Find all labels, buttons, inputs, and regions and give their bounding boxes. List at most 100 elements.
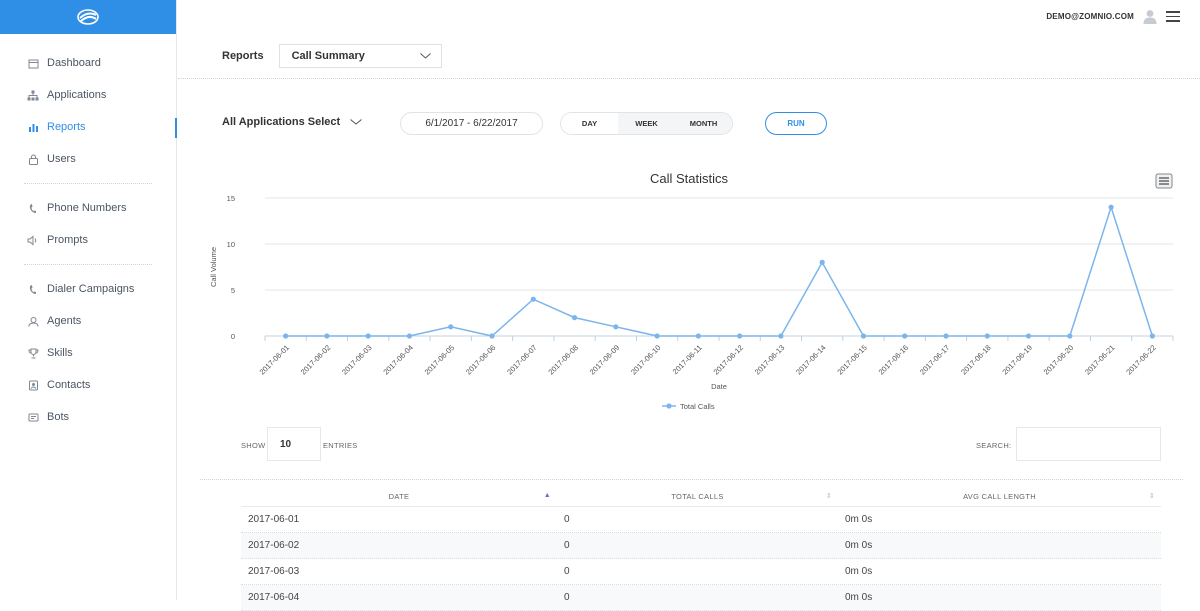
sidebar-item-label: Phone Numbers xyxy=(47,202,127,214)
sidebar-item-label: Prompts xyxy=(47,234,88,246)
x-tick-label: 2017-06-11 xyxy=(671,343,704,376)
y-tick-label: 5 xyxy=(231,286,235,295)
period-week-button[interactable]: WEEK xyxy=(618,113,675,134)
x-tick-label: 2017-06-07 xyxy=(505,343,538,376)
period-month-button[interactable]: MONTH xyxy=(675,113,732,134)
column-header-date[interactable]: DATE ▲ xyxy=(241,486,557,506)
x-tick-label: 2017-06-18 xyxy=(959,343,992,376)
trophy-icon xyxy=(27,347,39,359)
x-tick-label: 2017-06-14 xyxy=(794,343,827,376)
y-tick-label: 0 xyxy=(231,332,235,341)
zomnio-logo-icon[interactable] xyxy=(77,9,99,25)
sidebar-item-users[interactable]: Users xyxy=(0,143,176,175)
sidebar-item-label: Bots xyxy=(47,411,69,423)
applications-select[interactable]: All Applications Select xyxy=(222,116,362,128)
sidebar-item-phone-numbers[interactable]: Phone Numbers xyxy=(0,192,176,224)
table-cell: 2017-06-01 xyxy=(241,514,557,525)
period-toggle-group: DAY WEEK MONTH xyxy=(560,112,733,135)
phone-icon xyxy=(27,202,39,214)
sidebar-item-agents[interactable]: Agents xyxy=(0,305,176,337)
user-avatar-icon[interactable] xyxy=(1142,8,1158,24)
data-point xyxy=(366,333,371,338)
x-tick-label: 2017-06-15 xyxy=(835,343,868,376)
sidebar-divider xyxy=(24,183,152,184)
column-header-label: AVG CALL LENGTH xyxy=(963,492,1036,501)
table-cell: 0m 0s xyxy=(838,566,1161,577)
y-axis-label: Call Volume xyxy=(209,247,218,287)
x-tick-label: 2017-06-03 xyxy=(340,343,373,376)
sidebar-item-dashboard[interactable]: Dashboard xyxy=(0,47,176,79)
phone-icon xyxy=(27,283,39,295)
data-point xyxy=(531,297,536,302)
search-input[interactable] xyxy=(1016,427,1161,461)
table-cell: 0 xyxy=(557,592,838,603)
chevron-down-icon xyxy=(420,53,431,59)
period-day-button[interactable]: DAY xyxy=(561,113,618,134)
sidebar-item-prompts[interactable]: Prompts xyxy=(0,224,176,256)
entries-select[interactable]: 10 xyxy=(267,427,321,461)
chevron-down-icon xyxy=(350,119,362,125)
sidebar-divider xyxy=(24,264,152,265)
sitemap-icon xyxy=(27,89,39,101)
bar-chart-icon xyxy=(27,121,39,133)
x-tick-label: 2017-06-04 xyxy=(381,343,414,376)
bot-icon xyxy=(27,411,39,423)
divider xyxy=(178,78,1200,79)
column-header-label: DATE xyxy=(389,492,410,501)
sidebar-item-contacts[interactable]: Contacts xyxy=(0,369,176,401)
sidebar-item-bots[interactable]: Bots xyxy=(0,401,176,433)
hamburger-menu-icon[interactable] xyxy=(1166,11,1180,22)
column-header-total-calls[interactable]: TOTAL CALLS ⇕ xyxy=(557,486,838,506)
logo-bar xyxy=(0,0,176,34)
sidebar-item-label: Applications xyxy=(47,89,106,101)
data-point xyxy=(737,333,742,338)
filter-row: All Applications Select 6/1/2017 - 6/22/… xyxy=(222,112,982,136)
chart-menu-icon[interactable] xyxy=(1156,174,1172,188)
data-point xyxy=(448,324,453,329)
headset-icon xyxy=(27,315,39,327)
table-cell: 0m 0s xyxy=(838,514,1161,525)
sidebar-item-skills[interactable]: Skills xyxy=(0,337,176,369)
user-email[interactable]: DEMO@ZOMNIO.COM xyxy=(1046,12,1134,21)
y-tick-label: 10 xyxy=(227,240,235,249)
data-point xyxy=(820,260,825,265)
column-header-avg-call-length[interactable]: AVG CALL LENGTH ⇕ xyxy=(838,486,1161,506)
data-point xyxy=(1150,333,1155,338)
sidebar-item-dialer-campaigns[interactable]: Dialer Campaigns xyxy=(0,273,176,305)
report-selector-row: Reports Call Summary xyxy=(222,44,442,68)
x-tick-label: 2017-06-02 xyxy=(299,343,332,376)
data-point xyxy=(283,333,288,338)
sidebar-item-label: Dashboard xyxy=(47,57,101,69)
column-header-label: TOTAL CALLS xyxy=(671,492,723,501)
call-summary-table: DATE ▲ TOTAL CALLS ⇕ AVG CALL LENGTH ⇕ 2… xyxy=(241,486,1161,611)
data-point xyxy=(1108,205,1113,210)
table-cell: 2017-06-04 xyxy=(241,592,557,603)
series-line xyxy=(286,207,1153,336)
calendar-icon xyxy=(27,57,39,69)
data-point xyxy=(943,333,948,338)
table-cell: 0 xyxy=(557,566,838,577)
data-point xyxy=(572,315,577,320)
date-range-picker[interactable]: 6/1/2017 - 6/22/2017 xyxy=(400,112,543,135)
data-point xyxy=(654,333,659,338)
address-book-icon xyxy=(27,379,39,391)
report-selector-label: Reports xyxy=(222,50,264,62)
table-header: DATE ▲ TOTAL CALLS ⇕ AVG CALL LENGTH ⇕ xyxy=(241,486,1161,507)
sidebar-item-applications[interactable]: Applications xyxy=(0,79,176,111)
sidebar-item-reports[interactable]: Reports xyxy=(0,111,176,143)
y-tick-label: 15 xyxy=(227,194,235,203)
table-cell: 0m 0s xyxy=(838,592,1161,603)
report-type-select[interactable]: Call Summary xyxy=(279,44,442,68)
legend-label: Total Calls xyxy=(680,402,715,411)
table-cell: 0m 0s xyxy=(838,540,1161,551)
speaker-icon xyxy=(27,234,39,246)
run-button[interactable]: RUN xyxy=(765,112,827,135)
divider xyxy=(200,479,1183,480)
x-tick-label: 2017-06-01 xyxy=(258,343,291,376)
